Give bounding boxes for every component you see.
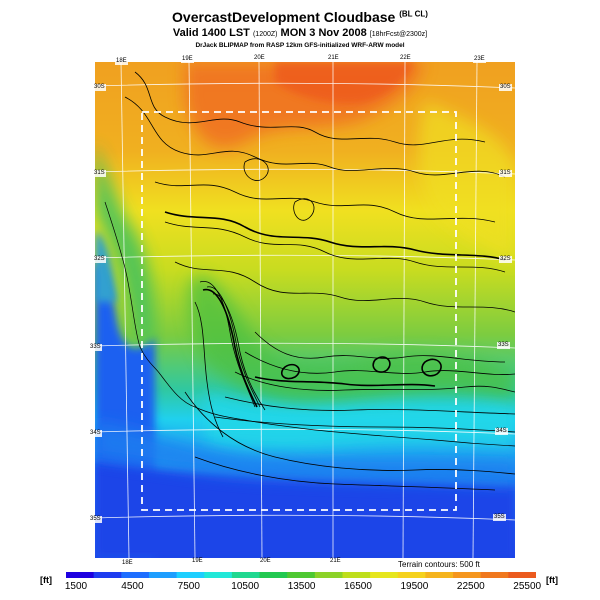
colorbar-unit-left: [ft] — [40, 575, 52, 585]
colorbar-swatch — [453, 572, 482, 578]
title-text: OvercastDevelopment Cloudbase — [172, 9, 396, 25]
lat-label-35s-left: 35S — [89, 516, 102, 523]
lat-label-32s-left: 32S — [93, 256, 106, 263]
colorbar-swatch — [93, 572, 122, 578]
lon-label-22e-top: 22E — [399, 55, 412, 62]
lat-label-32s-right: 32S — [499, 256, 512, 263]
colorbar-tick-label: 13500 — [287, 581, 316, 592]
cloudbase-map: 18E 19E 20E 21E 22E 23E 18E 19E 20E 21E … — [89, 55, 515, 567]
map-canvas — [95, 62, 515, 558]
valid-time-line: Valid 1400 LST (1200Z) MON 3 Nov 2008 [1… — [0, 27, 600, 39]
coastline — [104, 201, 515, 447]
lon-label-19e-top: 19E — [181, 56, 194, 63]
colorbar-swatch — [480, 572, 509, 578]
colorbar-swatch — [287, 572, 316, 578]
lat-label-34s-right: 34S — [495, 428, 508, 435]
lon-label-19e-bottom: 19E — [191, 558, 204, 565]
north-peak — [275, 62, 415, 104]
lat-label-33s-right: 33S — [497, 342, 510, 349]
lat-label-30s-left: 30S — [93, 84, 106, 91]
colorbar-swatch — [370, 572, 399, 578]
valid-utc: (1200Z) — [252, 31, 278, 38]
west-coast-band — [95, 232, 117, 302]
lon-label-20e-bottom: 20E — [259, 558, 272, 565]
terrain-contours-bold — [164, 211, 506, 408]
colorbar — [66, 572, 536, 578]
colorbar-swatch — [314, 572, 343, 578]
lon-label-18e-bottom: 18E — [121, 560, 134, 567]
lat-label-34s-left: 34S — [89, 430, 102, 437]
colorbar-ticks: 1500 4500 7500 10500 13500 16500 19500 22500 255… — [0, 581, 600, 593]
colorbar-swatch — [231, 572, 261, 578]
lat-label-30s-right: 30S — [499, 84, 512, 91]
colorbar-tick-label: 19500 — [400, 581, 429, 592]
mountain-green-belt — [188, 275, 515, 405]
lat-label-35s-right: 35S — [493, 514, 506, 521]
terrain-contour-note: Terrain contours: 500 ft — [398, 560, 480, 569]
forecast-tag: [18hrFcst@2300z] — [369, 31, 428, 38]
colorbar-tick-label: 16500 — [344, 581, 372, 592]
lat-label-33s-left: 33S — [89, 344, 102, 351]
colorbar-tick-label: 7500 — [177, 581, 200, 592]
colorbar-swatch — [425, 572, 454, 578]
lon-label-20e-top: 20E — [253, 55, 266, 62]
colorbar-tick-label: 25500 — [513, 581, 542, 592]
colorbar-swatch — [508, 572, 536, 578]
map-title: OvercastDevelopment Cloudbase (BL CL) — [0, 9, 600, 25]
colorbar-tick-label: 10500 — [231, 581, 260, 592]
colorbar-swatch — [342, 572, 371, 578]
colorbar-swatch — [176, 572, 205, 578]
valid-line: Valid 1400 LST — [172, 27, 250, 39]
colorbar-swatch — [204, 572, 233, 578]
valid-date: MON 3 Nov 2008 — [280, 27, 367, 39]
colorbar-swatch — [397, 572, 426, 578]
colorbar-swatch — [148, 572, 178, 578]
lon-label-18e-top: 18E — [115, 58, 128, 65]
southern-ocean — [95, 462, 515, 558]
inner-domain-box — [141, 111, 457, 511]
lon-label-21e-bottom: 21E — [329, 558, 342, 565]
model-credit: DrJack BLIPMAP from RASP 12km GFS-initia… — [195, 42, 405, 49]
colorbar-swatch — [121, 572, 150, 578]
colorbar-tick-label: 4500 — [121, 581, 144, 592]
south-cyan-band — [205, 392, 515, 451]
lon-label-21e-top: 21E — [327, 55, 340, 62]
colorbar-swatch — [259, 572, 288, 578]
colorbar-swatch — [66, 572, 95, 578]
ne-yellow-area — [418, 102, 515, 262]
colorbar-unit-right: [ft] — [546, 575, 558, 585]
colorbar-tick-label: 22500 — [456, 581, 485, 592]
lat-label-31s-right: 31S — [499, 170, 512, 177]
lon-label-23e-top: 23E — [473, 56, 486, 63]
title-tag: (BL CL) — [399, 9, 428, 19]
lat-label-31s-left: 31S — [93, 170, 106, 177]
colorbar-tick-label: 1500 — [64, 581, 88, 592]
